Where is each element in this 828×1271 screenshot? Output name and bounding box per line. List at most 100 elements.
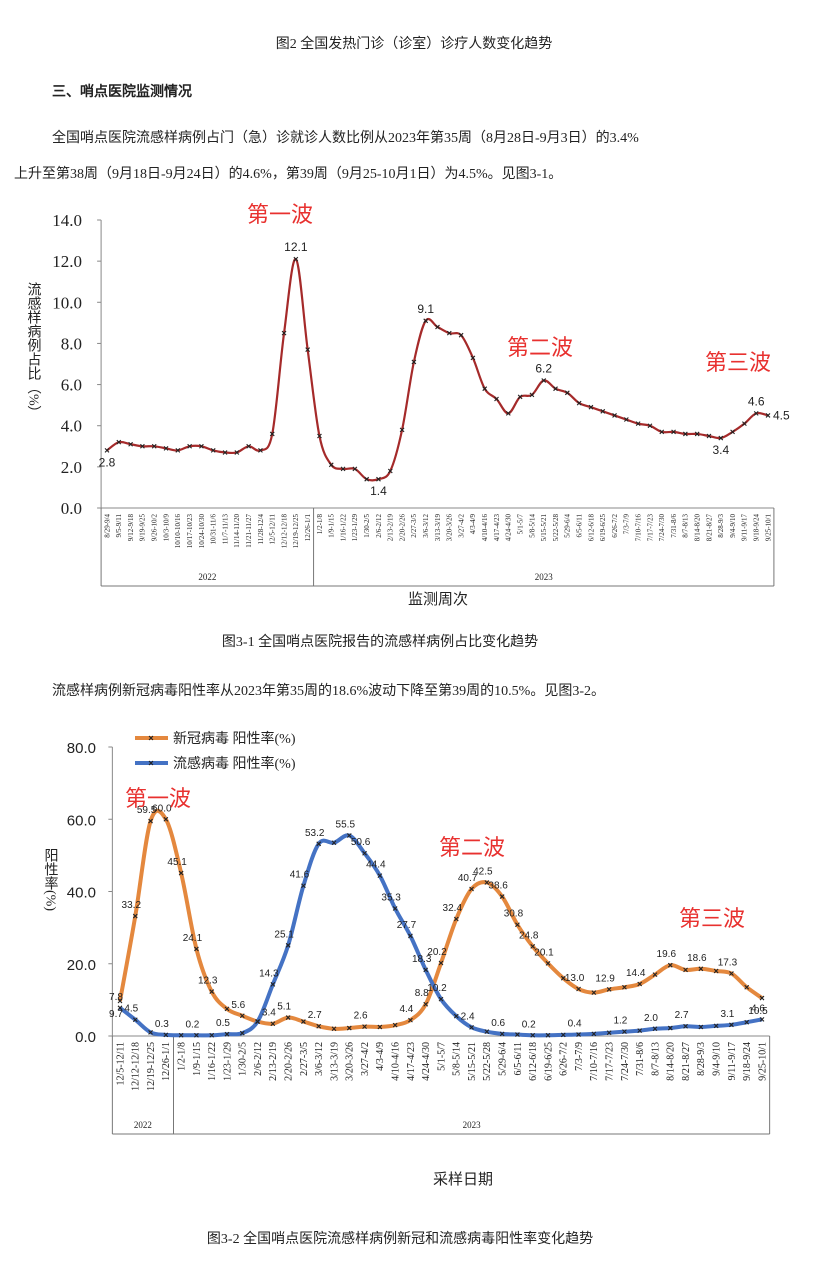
point-marker [683, 1023, 688, 1029]
point-marker [301, 1019, 306, 1024]
point-marker [652, 972, 658, 977]
point-marker [706, 433, 712, 439]
point-marker [458, 332, 464, 338]
point-marker [178, 870, 184, 876]
x-tick-label: 2/20-2/26 [283, 1042, 294, 1081]
point-marker [364, 476, 370, 482]
x-group-label: 2023 [463, 1120, 482, 1130]
point-marker [484, 1029, 490, 1035]
y-tick-label: 12.0 [52, 252, 82, 271]
data-label: 24.8 [519, 930, 539, 941]
data-label: 12.3 [198, 976, 218, 987]
x-tick-label: 6/5-6/11 [575, 514, 583, 538]
point-marker [622, 984, 627, 990]
x-tick-label: 4/10-4/16 [390, 1042, 401, 1081]
data-label: 7.8 [109, 992, 123, 1003]
x-tick-label: 9/19-9/25 [139, 514, 147, 542]
x-tick-label: 6/26-7/2 [611, 514, 619, 538]
data-label: 13.0 [565, 973, 585, 984]
point-marker [148, 1030, 153, 1035]
legend-label: 流感病毒 阳性率(%) [173, 755, 296, 772]
x-tick-label: 12/26-1/1 [304, 514, 312, 542]
data-label: 1.4 [370, 484, 387, 498]
point-marker [163, 1032, 169, 1038]
point-marker [377, 873, 383, 878]
x-tick-label: 1/30-2/5 [238, 1042, 249, 1076]
point-marker [163, 445, 169, 451]
y-axis-label: 阳性率(%) [43, 848, 59, 911]
x-tick-label: 5/8-5/14 [452, 1042, 463, 1076]
x-tick-label: 5/22-5/28 [482, 1042, 493, 1081]
point-marker [659, 429, 665, 435]
x-tick-label: 9/4-9/10 [711, 1042, 722, 1076]
point-marker [718, 435, 724, 441]
point-marker [148, 818, 153, 824]
point-marker [588, 404, 594, 410]
x-tick-label: 9/25-10/1 [757, 1042, 768, 1081]
point-marker [529, 392, 535, 398]
x-tick-label: 1/16-1/22 [207, 1042, 218, 1081]
data-label: 38.6 [488, 881, 508, 892]
x-tick-label: 5/15-5/21 [467, 1042, 478, 1081]
x-tick-label: 12/26-1/1 [161, 1042, 172, 1081]
data-label: 17.3 [718, 958, 738, 969]
point-marker [446, 330, 452, 336]
x-tick-label: 4/24-4/30 [505, 514, 513, 542]
x-tick-label: 1/2-1/8 [316, 514, 324, 535]
y-tick-label: 0.0 [75, 1029, 96, 1046]
x-tick-label: 2/20-2/26 [398, 514, 406, 542]
point-marker [553, 386, 558, 392]
x-tick-label: 12/12-12/18 [131, 1042, 142, 1091]
x-tick-label: 8/7-8/13 [650, 1042, 661, 1076]
data-label: 50.6 [351, 837, 371, 848]
x-tick-label: 9/11-9/17 [741, 514, 749, 541]
x-group-label: 2022 [134, 1120, 152, 1130]
point-marker [606, 987, 612, 992]
data-label: 44.4 [366, 860, 386, 871]
y-axis-label: 流感样病例占比（%） [26, 282, 42, 420]
point-marker [698, 966, 704, 972]
point-marker [713, 1023, 719, 1029]
point-marker [399, 427, 405, 433]
point-marker [352, 466, 358, 472]
annotation: 第三波 [679, 907, 745, 932]
point-marker [530, 944, 536, 949]
section-heading: 三、哨点医院监测情况 [52, 83, 192, 100]
data-label: 4.4 [399, 1004, 413, 1015]
legend-marker [148, 735, 154, 741]
point-marker [744, 1019, 750, 1025]
x-tick-label: 10/24-10/30 [198, 514, 206, 549]
point-marker [545, 961, 551, 966]
x-tick-label: 3/27-4/2 [457, 514, 465, 538]
x-tick-label: 7/24-7/30 [620, 1042, 631, 1081]
point-marker [132, 1017, 138, 1023]
point-marker [224, 1031, 230, 1037]
x-tick-label: 5/15-5/21 [540, 514, 548, 542]
x-tick-label: 6/26-7/2 [559, 1042, 570, 1076]
data-line [118, 833, 763, 1038]
point-marker [270, 981, 276, 987]
data-label: 4.5 [124, 1004, 138, 1015]
paragraph-line: 流感样病例新冠病毒阳性率从2023年第35周的18.6%波动下降至第39周的10… [52, 682, 605, 699]
x-tick-label: 7/17-7/23 [604, 1042, 615, 1081]
x-tick-label: 12/19-12/25 [146, 1042, 157, 1091]
point-marker [316, 1023, 322, 1029]
data-label: 35.3 [381, 892, 401, 903]
point-marker [301, 883, 306, 889]
x-tick-label: 12/12-12/18 [280, 514, 288, 549]
point-marker [591, 990, 597, 996]
y-tick-label: 0.0 [61, 499, 82, 518]
point-marker [234, 450, 240, 455]
point-marker [515, 1032, 520, 1037]
point-marker [239, 1030, 245, 1036]
paragraph-line: 全国哨点医院流感样病例占门（急）诊就诊人数比例从2023年第35周（8月28日-… [52, 129, 639, 146]
point-marker [453, 916, 459, 922]
point-marker [759, 1016, 765, 1022]
data-label: 5.1 [277, 1002, 291, 1013]
point-marker [408, 933, 413, 939]
point-marker [576, 1032, 581, 1037]
x-tick-label: 7/24-7/30 [658, 514, 666, 542]
y-tick-label: 2.0 [61, 458, 82, 477]
point-marker [600, 408, 606, 414]
x-tick-label: 8/21-8/27 [705, 514, 713, 542]
